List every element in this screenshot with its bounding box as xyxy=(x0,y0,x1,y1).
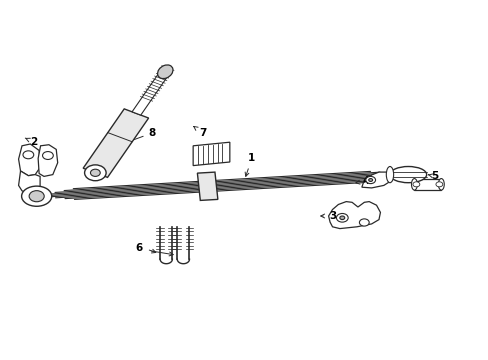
Polygon shape xyxy=(328,202,380,229)
Text: 3: 3 xyxy=(320,211,335,221)
Ellipse shape xyxy=(389,166,426,183)
Circle shape xyxy=(412,182,419,187)
Polygon shape xyxy=(361,172,390,188)
Circle shape xyxy=(435,182,442,187)
Ellipse shape xyxy=(410,179,417,190)
Bar xyxy=(414,179,441,190)
Text: 6: 6 xyxy=(136,243,142,253)
Circle shape xyxy=(339,216,344,220)
Circle shape xyxy=(359,219,368,226)
Text: 7: 7 xyxy=(193,126,206,138)
Polygon shape xyxy=(83,109,148,177)
Polygon shape xyxy=(19,144,40,176)
Polygon shape xyxy=(19,171,40,194)
Text: 5: 5 xyxy=(427,171,438,181)
Ellipse shape xyxy=(386,166,393,183)
Polygon shape xyxy=(193,142,229,166)
Polygon shape xyxy=(38,145,58,176)
Polygon shape xyxy=(197,172,218,201)
Circle shape xyxy=(90,169,100,176)
Circle shape xyxy=(368,179,372,181)
Ellipse shape xyxy=(157,65,173,78)
Text: 2: 2 xyxy=(25,137,38,147)
Circle shape xyxy=(29,191,44,202)
Text: 4: 4 xyxy=(355,176,369,186)
Circle shape xyxy=(84,165,106,181)
Circle shape xyxy=(336,213,347,222)
Text: 8: 8 xyxy=(116,128,156,147)
Text: 1: 1 xyxy=(244,153,255,176)
Circle shape xyxy=(365,176,375,184)
Polygon shape xyxy=(132,70,169,115)
Circle shape xyxy=(23,151,34,159)
Ellipse shape xyxy=(437,179,443,190)
Ellipse shape xyxy=(21,186,52,206)
Circle shape xyxy=(42,152,53,159)
